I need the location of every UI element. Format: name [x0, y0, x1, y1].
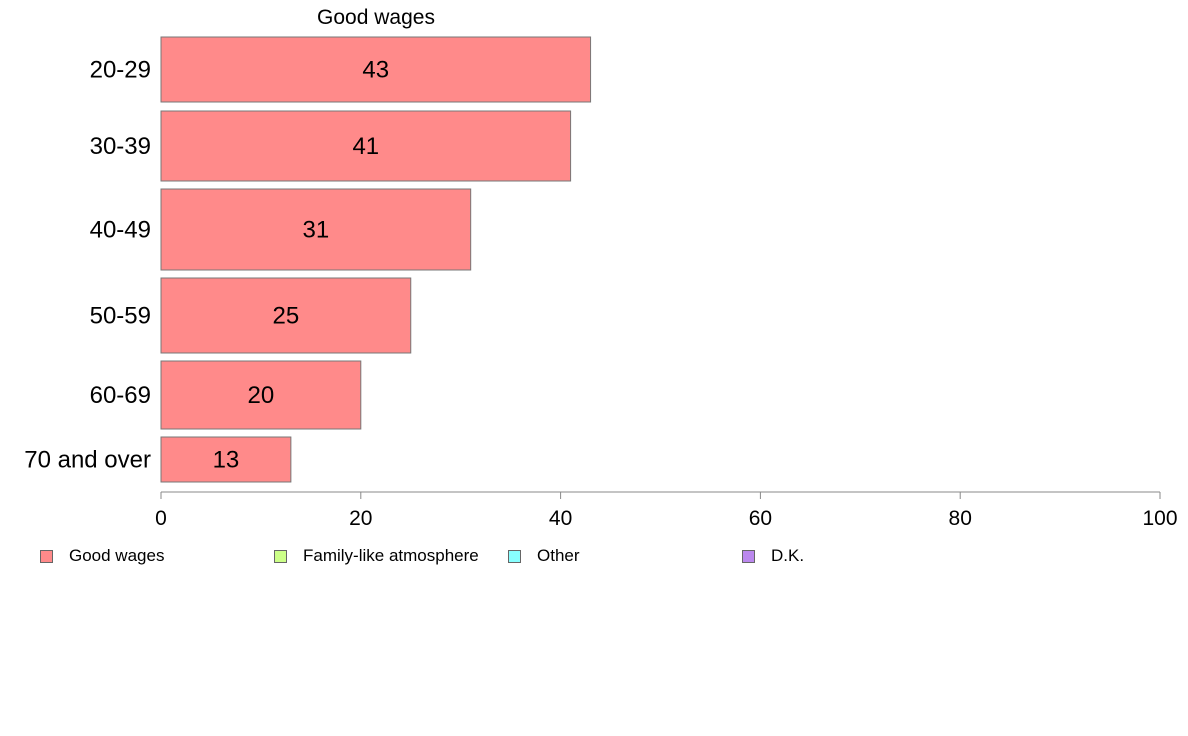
data-label-60-69: 20 [248, 382, 275, 409]
legend-item-other: Other [508, 546, 580, 566]
bar-chart: Good wages 43 20-29 41 30-39 31 40-49 25 50-59 2… [24, 6, 1178, 530]
category-label-70-and-over: 70 and over [24, 447, 151, 474]
legend-item-dk: D.K. [742, 546, 804, 566]
bars-group: 43 20-29 41 30-39 31 40-49 25 50-59 20 60-69 13 70 … [24, 36, 592, 483]
legend-swatch-good-wages [40, 549, 53, 563]
x-tick-label-0: 0 [155, 507, 167, 530]
bar-30-39 [160, 110, 572, 182]
data-label-20-29: 43 [362, 57, 389, 84]
x-tick-label-100: 100 [1142, 507, 1177, 530]
category-label-60-69: 60-69 [90, 382, 151, 409]
category-label-20-29: 20-29 [90, 57, 151, 84]
bar-20-29 [160, 36, 592, 103]
legend-label-dk: D.K. [771, 546, 805, 565]
bar-70-and-over [160, 436, 292, 483]
data-label-30-39: 41 [352, 133, 379, 160]
data-label-40-49: 31 [302, 217, 329, 244]
x-tick-label-20: 20 [349, 507, 372, 530]
x-tick-label-40: 40 [549, 507, 572, 530]
legend-item-family-like-atmosphere: Family-like atmosphere [274, 546, 479, 566]
category-label-30-39: 30-39 [90, 133, 151, 160]
legend-item-good-wages: Good wages [40, 546, 164, 566]
legend-swatch-family-like-atmosphere [274, 549, 287, 563]
legend-label-good-wages: Good wages [69, 546, 165, 565]
legend-swatch-dk [742, 549, 755, 563]
data-label-70-and-over: 13 [213, 447, 240, 474]
bar-50-59 [160, 277, 412, 354]
legend-label-other: Other [537, 546, 580, 565]
category-label-50-59: 50-59 [90, 303, 151, 330]
data-label-50-59: 25 [273, 303, 300, 330]
x-tick-label-60: 60 [749, 507, 772, 530]
chart-title: Good wages [317, 6, 435, 29]
legend-label-family-like-atmosphere: Family-like atmosphere [303, 546, 479, 565]
x-tick-label-80: 80 [949, 507, 972, 530]
x-axis: 0 20 40 60 80 100 [155, 491, 1178, 530]
legend-swatch-other [508, 549, 521, 563]
bar-40-49 [160, 188, 472, 271]
category-label-40-49: 40-49 [90, 217, 151, 244]
legend: Good wages Family-like atmosphere Other … [0, 546, 1188, 570]
bar-60-69 [160, 360, 362, 430]
